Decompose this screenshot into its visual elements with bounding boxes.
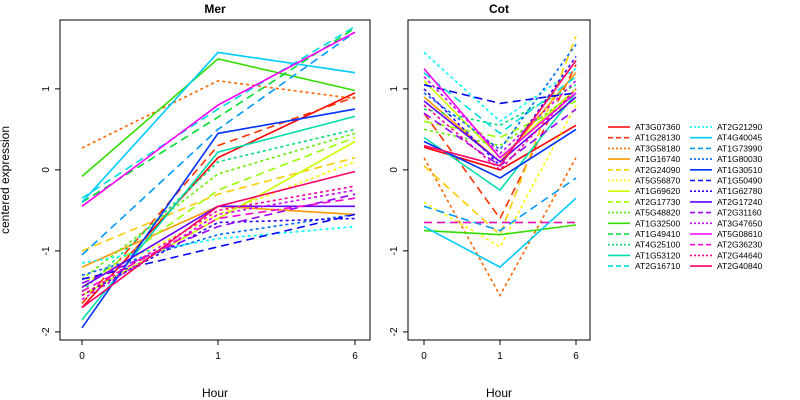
x-axis-title-cot: Hour	[486, 386, 512, 400]
legend-label-at1g73990: AT1G73990	[717, 143, 762, 153]
series-line-at1g73990	[81, 31, 356, 256]
series-line-at1g73990	[423, 177, 577, 232]
x-tick-label-mer-0: 0	[79, 351, 85, 362]
series-line-at2g24090	[423, 35, 577, 237]
y-tick-label-cot--2: -2	[389, 327, 400, 336]
legend-label-at2g17240: AT2G17240	[717, 197, 762, 207]
y-tick-label-cot-1: 1	[389, 86, 400, 92]
series-line-at2g21290	[81, 225, 356, 264]
series-line-at1g53120	[423, 92, 577, 192]
series-line-at5g48820	[423, 92, 577, 147]
x-tick-label-mer-1: 1	[215, 351, 221, 362]
series-line-at2g17730	[423, 100, 577, 139]
legend-label-at4g40045: AT4G40045	[717, 133, 762, 143]
plot-frame-cot	[407, 19, 591, 341]
series-line-at3g47650	[81, 189, 356, 301]
series-line-at2g40840	[81, 170, 356, 309]
legend-label-at2g40840: AT2G40840	[717, 261, 762, 271]
legend-label-at2g36230: AT2G36230	[717, 240, 762, 250]
y-tick-label-mer--1: -1	[41, 246, 52, 255]
legend-label-at3g07360: AT3G07360	[635, 122, 680, 132]
y-tick-label-mer-1: 1	[41, 86, 52, 92]
series-line-at4g25100	[81, 128, 356, 292]
legend-label-at2g16710: AT2G16710	[635, 261, 680, 271]
legend-label-at2g31160: AT2G31160	[717, 208, 762, 218]
legend-label-at3g47650: AT3G47650	[717, 218, 762, 228]
series-line-at2g17240	[423, 96, 577, 163]
x-tick-label-cot-0: 0	[421, 351, 427, 362]
legend-label-at1g32500: AT1G32500	[635, 218, 680, 228]
x-tick-label-mer-6: 6	[352, 351, 358, 362]
panel-title-mer: Mer	[204, 2, 226, 16]
series-line-at1g50490	[81, 213, 356, 280]
panel-cot: Cot Hour 0 1 6 -2 -1 0 1	[389, 2, 591, 400]
series-line-at2g44640	[81, 185, 356, 297]
series-line-at2g40840	[423, 60, 577, 167]
series-line-at1g80030	[81, 213, 356, 276]
series-line-at1g32500	[81, 58, 356, 178]
legend-label-at1g62780: AT1G62780	[717, 186, 762, 196]
series-line-at3g58180	[81, 79, 356, 149]
series-line-at1g30510	[81, 108, 356, 329]
legend-label-at2g17730: AT2G17730	[635, 197, 680, 207]
legend-label-at2g44640: AT2G44640	[717, 250, 762, 260]
panel-mer: Mer Hour 0 1 6 -2 -1 0 1	[41, 2, 371, 400]
x-tick-label-cot-1: 1	[497, 351, 503, 362]
legend-label-at2g21290: AT2G21290	[717, 122, 762, 132]
series-line-at5g08610	[81, 31, 356, 207]
legend-label-at1g16740: AT1G16740	[635, 154, 680, 164]
legend-label-at1g69620: AT1G69620	[635, 186, 680, 196]
series-line-at1g69620	[81, 140, 356, 297]
series-line-at1g49410	[81, 27, 356, 203]
series-line-at5g56870	[81, 161, 356, 285]
legend-label-at4g25100: AT4G25100	[635, 240, 680, 250]
y-tick-label-mer--2: -2	[41, 327, 52, 336]
series-line-at1g30510	[423, 128, 577, 179]
series-group-mer	[81, 25, 356, 329]
series-line-at1g28130	[81, 96, 356, 305]
legend-label-at1g49410: AT1G49410	[635, 229, 680, 239]
series-line-at1g32500	[423, 224, 577, 236]
series-group-cot	[423, 35, 577, 298]
legend-label-at1g80030: AT1G80030	[717, 154, 762, 164]
series-line-at2g31160	[81, 193, 356, 285]
panel-title-cot: Cot	[489, 2, 509, 16]
series-line-at4g40045	[81, 51, 356, 203]
y-tick-label-cot--1: -1	[389, 246, 400, 255]
legend-label-at5g48820: AT5G48820	[635, 208, 680, 218]
series-line-at2g21290	[423, 51, 577, 123]
series-line-at2g16710	[81, 25, 356, 199]
legend-label-at3g58180: AT3G58180	[635, 143, 680, 153]
series-line-at1g50490	[423, 84, 577, 105]
series-line-at1g28130	[423, 64, 577, 221]
legend-label-at1g50490: AT1G50490	[717, 176, 762, 186]
series-line-at3g58180	[423, 157, 577, 298]
legend-label-at1g30510: AT1G30510	[717, 165, 762, 175]
series-line-at3g07360	[81, 92, 356, 309]
series-line-at5g08610	[423, 68, 577, 159]
legend-label-at1g28130: AT1G28130	[635, 133, 680, 143]
series-line-at4g40045	[423, 197, 577, 269]
legend-label-at1g53120: AT1G53120	[635, 250, 680, 260]
x-axis-title-mer: Hour	[202, 386, 228, 400]
series-line-at3g47650	[423, 76, 577, 155]
legend-label-at2g24090: AT2G24090	[635, 165, 680, 175]
y-tick-label-cot-0: 0	[389, 167, 400, 173]
x-tick-label-cot-6: 6	[573, 351, 579, 362]
y-tick-label-mer-0: 0	[41, 167, 52, 173]
series-line-at2g17730	[81, 136, 356, 288]
series-line-at1g80030	[423, 43, 577, 151]
legend-label-at5g56870: AT5G56870	[635, 176, 680, 186]
y-axis-title: centered expression	[0, 126, 12, 234]
legend: AT3G07360AT1G28130AT3G58180AT1G16740AT2G…	[608, 122, 762, 271]
legend-label-at5g08610: AT5G08610	[717, 229, 762, 239]
series-line-at2g24090	[81, 156, 356, 252]
plot-frame-mer	[59, 19, 371, 341]
series-line-at1g16740	[81, 205, 356, 268]
